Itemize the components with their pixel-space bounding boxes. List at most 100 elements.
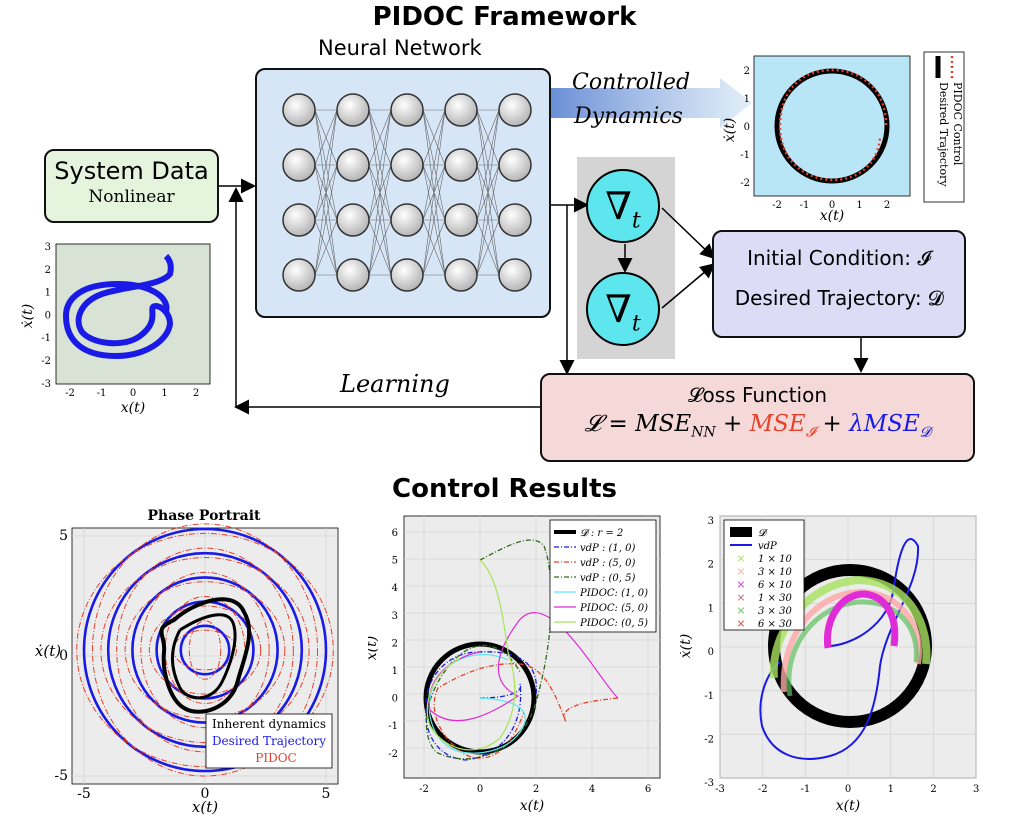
tick-label: -2 — [419, 784, 429, 795]
loss-term-i: MSE — [749, 411, 806, 437]
network-node — [336, 148, 370, 182]
tick-label: 0 — [130, 388, 136, 399]
legend-entry: PIDOC: (1, 0) — [579, 588, 648, 599]
network-node — [390, 203, 424, 237]
tick-label: 0 — [708, 647, 714, 658]
pidoc-curve — [91, 523, 319, 777]
network-node — [498, 148, 532, 182]
phase-portrait-chart: Phase Portrait -5 0 5 5 0 -5 Inherent dynamic… — [35, 508, 339, 816]
tick-label: 2 — [884, 200, 890, 211]
tick-label: 0 — [845, 784, 851, 795]
tick-label: 3 — [392, 611, 398, 622]
desired-circle — [106, 551, 304, 749]
tick-label: 3 — [45, 242, 51, 253]
legend-swatch: × — [736, 552, 745, 565]
network-node — [336, 203, 370, 237]
tick-label: -2 — [704, 735, 714, 746]
tick-label: 2 — [930, 784, 936, 795]
tick-label: 4 — [589, 784, 595, 795]
system-data-plot: -2 -1 0 1 2 3 2 1 0 -1 -2 -3 x(t) ẋ(t) — [20, 242, 211, 416]
phase-legend — [205, 713, 333, 769]
network-edge — [368, 109, 392, 276]
network-graph — [282, 93, 532, 292]
tick-label: 2 — [45, 265, 51, 276]
network-edge — [368, 109, 392, 221]
tick-label: -2 — [740, 178, 750, 189]
net-darkgreen — [786, 599, 919, 697]
top-legend-desired: Desired Trajectory — [937, 82, 950, 187]
loss-title: 𝓛oss Function — [687, 383, 828, 407]
control-initial-conditions-chart: -2 0 2 4 6 6 5 4 3 2 1 0 -1 -2 𝓓 : r = 2 vdP : (1, 0) v… — [368, 515, 661, 814]
pidoc-curve — [140, 571, 270, 729]
tick-label: 4 — [392, 583, 398, 594]
network-node — [282, 148, 316, 182]
top-plot-ylabel: ẋ(t) — [722, 118, 738, 142]
controlled-dynamics-plot: -2 -1 0 1 2 2 1 0 -1 -2 x(t) ẋ(t) Desired Traject… — [722, 51, 965, 224]
controlled-label: Controlled — [572, 70, 691, 95]
tick-label: -1 — [704, 691, 714, 702]
tick-label: 1 — [744, 94, 750, 105]
legend-entry: 1 × 30 — [758, 593, 792, 604]
legend-inherent: Inherent dynamics — [212, 717, 326, 731]
legend-desired: Desired Trajectory — [212, 734, 326, 748]
pidoc-curve — [76, 532, 334, 768]
chart3-legend — [723, 519, 805, 631]
nabla-node-2: ∇t — [586, 272, 660, 346]
network-node — [444, 93, 478, 127]
pidoc-curve — [124, 581, 286, 719]
pidoc-curve — [188, 620, 222, 680]
tick-label: 5 — [392, 556, 398, 567]
phase-xlabel: x(t) — [192, 798, 218, 816]
network-edge — [476, 109, 500, 166]
network-edge — [476, 164, 500, 276]
condition-box: Initial Condition: 𝓘 Desired Trajectory:… — [712, 230, 966, 338]
chart3-ylabel: ẋ(t) — [680, 634, 694, 658]
tick-label: 5 — [59, 528, 68, 544]
loss-function-box: 𝓛oss Function 𝓛 = MSENN + MSE𝓘 + λMSE𝓓 — [540, 373, 975, 462]
network-node — [444, 148, 478, 182]
tick-label: 0 — [477, 784, 483, 795]
tick-label: -3 — [715, 784, 725, 795]
legend-entry: vdP — [758, 541, 777, 552]
network-edge — [314, 109, 338, 221]
tick-label: 6 — [645, 784, 651, 795]
system-data-title: System Data — [54, 157, 209, 185]
network-node — [498, 258, 532, 292]
legend-swatch: × — [736, 565, 745, 578]
network-edge — [314, 219, 338, 276]
tick-label: 1 — [708, 603, 714, 614]
tick-label: 0 — [45, 310, 51, 321]
tick-label: 0 — [59, 648, 68, 664]
tick-label: 3 — [708, 516, 714, 527]
pidoc-curve — [100, 557, 310, 743]
chart2-xlabel: x(t) — [520, 798, 544, 814]
tick-label: -2 — [65, 388, 75, 399]
tick-label: -2 — [772, 200, 782, 211]
desired-circle — [82, 527, 328, 773]
tick-label: -1 — [41, 333, 51, 344]
nabla-node-1: ∇t — [586, 169, 660, 243]
tick-label: -1 — [97, 388, 107, 399]
tick-label: -5 — [54, 768, 68, 784]
network-edge — [314, 109, 338, 276]
dynamics-label: Dynamics — [574, 104, 683, 129]
network-node — [444, 258, 478, 292]
phase-ylabel: ẋ(t) — [35, 642, 61, 660]
plus-1: + — [715, 411, 750, 437]
desired-circle — [131, 576, 279, 724]
learning-label: Learning — [340, 370, 450, 398]
framework-arrows — [219, 78, 869, 415]
network-node — [282, 258, 316, 292]
tick-label: -2 — [41, 356, 51, 367]
tick-label: -1 — [388, 721, 398, 732]
legend-entry: 3 × 10 — [758, 567, 792, 578]
vdp-1-0 — [425, 651, 538, 761]
network-edge — [368, 164, 392, 276]
tick-label: -1 — [740, 150, 750, 161]
network-node — [282, 93, 316, 127]
tick-label: -1 — [800, 200, 810, 211]
tick-label: 0 — [744, 122, 750, 133]
vdp-5-0 — [433, 663, 619, 759]
tick-label: 1 — [45, 288, 51, 299]
